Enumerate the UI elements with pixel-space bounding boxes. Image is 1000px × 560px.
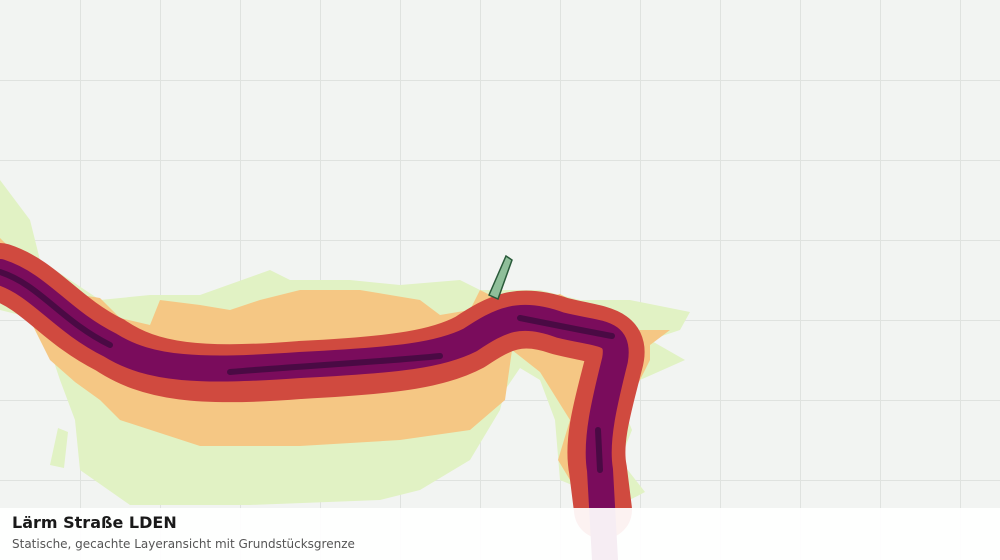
road-noise-bands [0, 243, 645, 560]
panel-title: Lärm Straße LDEN [12, 513, 177, 532]
noise-zone-low [50, 428, 68, 468]
panel-subtitle: Statische, gecachte Layeransicht mit Gru… [12, 537, 355, 551]
info-panel [0, 508, 1000, 560]
parcel-boundary[interactable] [488, 254, 513, 301]
